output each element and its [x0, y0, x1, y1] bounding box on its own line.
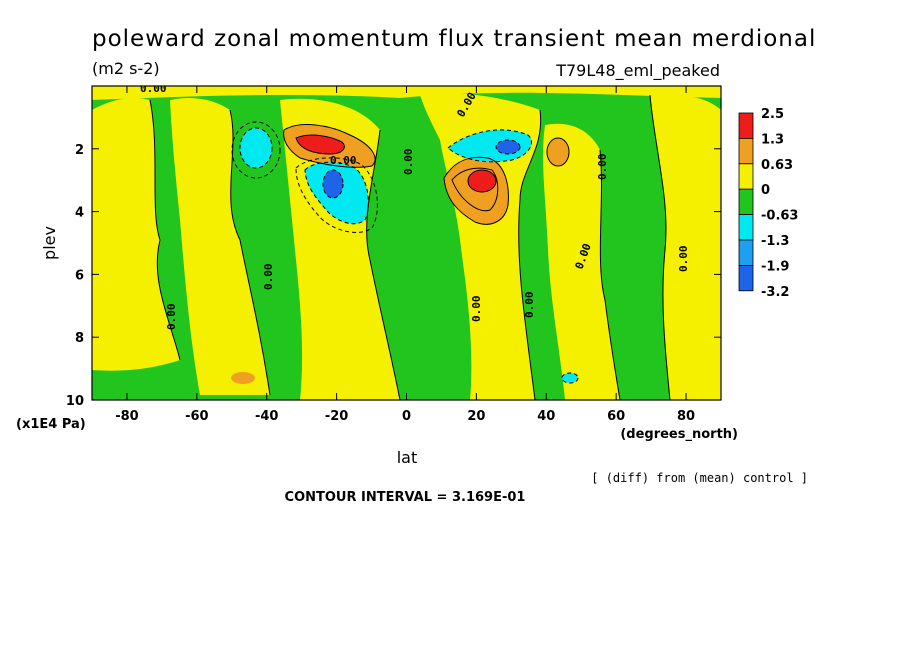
north-mid-positive: [547, 138, 569, 166]
positive-band-north-pole: [650, 94, 721, 400]
northern-jet-min-core: [496, 140, 520, 154]
run-label: T79L48_eml_peaked: [555, 61, 720, 81]
contour-label: 0.00: [470, 296, 483, 323]
colorbar-label: 2.5: [761, 107, 784, 122]
positive-band-south-mid: [170, 98, 270, 395]
strong-positive-regions: [296, 135, 496, 192]
colorbar-swatch: [738, 112, 754, 139]
contour-negative-3: [304, 161, 369, 225]
contour-label: 0.00: [596, 154, 609, 181]
contour-positive-1: [283, 124, 376, 168]
contour-label: 0.00: [165, 304, 178, 331]
contour-field: 0.00 0.00 0.00 0.00 0.00 0.00 0.00 0.00 …: [92, 82, 721, 400]
contour-label: 0.00: [140, 82, 167, 95]
contour-zero-4: [518, 109, 542, 400]
south-mid-positive: [231, 372, 255, 384]
contour-negative-1: [239, 127, 273, 169]
contour-label: 0.00: [262, 264, 275, 291]
colorbar-swatch: [738, 239, 754, 266]
colorbar-swatch: [738, 188, 754, 215]
contour-label: 0.00: [677, 246, 690, 273]
y-tick-label: 2: [75, 143, 84, 158]
contour-zero-3: [366, 129, 401, 400]
y-tick-label: 6: [75, 268, 84, 283]
positive-band-north-mid: [543, 123, 620, 400]
x-tick-label: -40: [255, 409, 279, 424]
contour-lines: [149, 94, 671, 400]
x-tick-label: 20: [467, 409, 485, 424]
y-axis: 2 4 6 8 10: [66, 143, 721, 409]
colorbar: 2.5 1.3 0.63 0 -0.63 -1.3 -1.9 -3.2: [738, 107, 798, 300]
colorbar-label: 1.3: [761, 132, 784, 147]
contour-negative-8: [561, 372, 579, 384]
southern-jet-min-core: [323, 170, 343, 198]
y-tick-label: 10: [66, 394, 84, 409]
contour-negative-4: [295, 157, 378, 233]
contour-zero-2: [229, 109, 271, 396]
x-tick-label: 0: [402, 409, 411, 424]
northern-jet-max-core: [468, 170, 496, 192]
contour-positive-6: [546, 137, 570, 167]
chart-title: poleward zonal momentum flux transient m…: [92, 26, 816, 52]
x-axis-units: (degrees_north): [620, 427, 738, 442]
colorbar-label: -0.63: [761, 209, 798, 224]
x-tick-label: -20: [325, 409, 349, 424]
contour-negative-5: [447, 129, 532, 163]
colorbar-swatch: [738, 163, 754, 190]
contour-zero-5: [599, 149, 621, 400]
x-tick-label: 80: [677, 409, 695, 424]
colorbar-label: -1.3: [761, 234, 789, 249]
y-axis-label: plev: [40, 226, 59, 260]
colorbar-label: -1.9: [761, 259, 789, 274]
colorbar-swatch: [738, 264, 754, 292]
negative-contour-lines: [231, 121, 579, 384]
x-tick-label: 60: [607, 409, 625, 424]
contour-zero-6: [649, 94, 671, 400]
contour-negative-6: [495, 139, 521, 155]
y-tick-label: 4: [75, 206, 84, 221]
colorbar-swatch: [738, 137, 754, 165]
contour-positive-4: [467, 169, 497, 193]
colorbar-label: 0.63: [761, 158, 793, 173]
contour-interval: CONTOUR INTERVAL = 3.169E-01: [285, 490, 526, 505]
strong-negative-regions: [323, 140, 520, 198]
contour-label: 0.00: [402, 149, 415, 176]
contour-positive-2: [443, 156, 509, 225]
x-tick-label: -60: [185, 409, 209, 424]
contour-label: 0.00: [330, 154, 357, 167]
units-label: (m2 s-2): [92, 59, 160, 78]
contour-label: 0.00: [523, 292, 536, 319]
x-axis: -80 -60 -40 -20 0 20 40 60 80: [115, 86, 695, 424]
x-tick-label: -80: [115, 409, 139, 424]
x-tick-label: 40: [537, 409, 555, 424]
colorbar-label: 0: [761, 183, 770, 198]
diff-note: [ (diff) from (mean) control ]: [591, 471, 808, 485]
northern-jet-min-outer: [448, 129, 532, 162]
contour-zero-1: [149, 99, 181, 361]
positive-band-south-pole: [92, 98, 180, 371]
southern-jet-max-core: [296, 135, 345, 154]
south-upper-negative: [240, 128, 272, 168]
x-axis-label: lat: [397, 448, 418, 467]
y-axis-units: (x1E4 Pa): [16, 417, 86, 432]
colorbar-label: -3.2: [761, 285, 789, 300]
north-low-negative: [562, 373, 578, 383]
y-tick-label: 8: [75, 331, 84, 346]
colorbar-swatch: [738, 214, 754, 241]
contour-positive-5: [451, 167, 499, 212]
contour-positive-3: [295, 134, 345, 155]
contour-negative-2: [231, 121, 281, 179]
contour-negative-7: [322, 169, 344, 199]
